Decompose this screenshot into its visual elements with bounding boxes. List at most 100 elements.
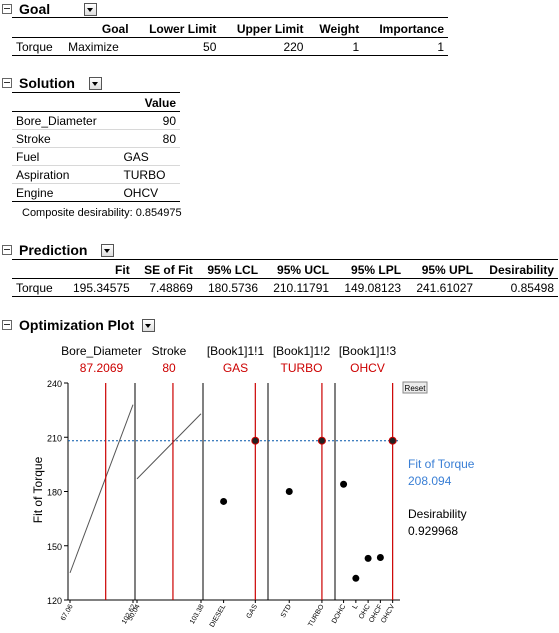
factor-current-value: GAS — [223, 361, 248, 375]
factor-current-value: OHCV — [350, 361, 385, 375]
prediction-cell: 0.85498 — [477, 278, 558, 297]
solution-collapse-toggle[interactable] — [2, 78, 12, 88]
prediction-cell: 7.48869 — [133, 278, 197, 297]
solution-factor: Fuel — [12, 147, 120, 166]
goal-col-header — [12, 20, 65, 38]
optimization-plot[interactable]: Fit of Torque Fit of Torque 208.094 Desi… — [0, 335, 559, 633]
goal-menu-button[interactable] — [84, 2, 98, 16]
prediction-col-header: Fit — [61, 261, 134, 279]
x-tick-label: 103.38 — [189, 603, 206, 625]
x-tick-label: L — [352, 603, 360, 610]
goal-row: Torque Maximize 50 220 1 1 — [12, 37, 448, 56]
category-point — [352, 574, 360, 582]
x-tick-label: GAS — [246, 603, 260, 620]
goal-section-header: Goal — [0, 0, 98, 18]
goal-title: Goal — [19, 1, 51, 17]
solution-factor: Engine — [12, 183, 120, 202]
category-point — [317, 436, 326, 445]
solution-factor: Bore_Diameter — [12, 111, 120, 130]
goal-col-header: Goal — [64, 20, 133, 38]
prediction-rule — [12, 259, 558, 260]
prediction-cell: 149.08123 — [333, 278, 406, 297]
solution-value: 90 — [119, 111, 180, 130]
plot-menu-button[interactable] — [142, 318, 156, 332]
prediction-col-header: 95% UPL — [405, 261, 478, 279]
goal-col-header: Upper Limit — [220, 20, 308, 38]
prediction-cell: Torque — [12, 278, 62, 297]
solution-value: 80 — [119, 129, 180, 148]
prediction-table: Fit SE of Fit 95% LCL 95% UCL 95% LPL 95% UPL… — [12, 261, 558, 297]
prediction-collapse-toggle[interactable] — [2, 245, 12, 255]
solution-factor: Stroke — [12, 129, 120, 148]
solution-menu-button[interactable] — [89, 76, 102, 90]
composite-desirability: Composite desirability: 0.854975 — [22, 207, 182, 219]
desirability-value: 0.929968 — [408, 524, 458, 538]
solution-title: Solution — [19, 75, 75, 91]
category-point — [251, 436, 260, 445]
goal-col-header: Weight — [307, 20, 364, 38]
desirability-label: Desirability — [408, 507, 467, 521]
prediction-row: Torque 195.34575 7.48869 180.5736 210.11791 1… — [12, 278, 558, 297]
prediction-title: Prediction — [19, 242, 88, 258]
goal-cell: 220 — [220, 37, 308, 56]
y-tick-label: 240 — [47, 379, 62, 389]
factor-current-value: 80 — [162, 361, 176, 375]
goal-col-header: Importance — [363, 20, 448, 38]
plot-title: Optimization Plot — [19, 317, 135, 333]
prediction-cell: 180.5736 — [196, 278, 263, 297]
prediction-col-header: 95% UCL — [262, 261, 334, 279]
solution-row: Bore_Diameter 90 — [12, 111, 180, 130]
x-tick-label: 67.06 — [60, 603, 75, 622]
category-point — [388, 436, 397, 445]
goal-col-header: Lower Limit — [132, 20, 221, 38]
solution-section-header: Solution — [0, 74, 102, 92]
goal-cell: 1 — [307, 37, 364, 56]
y-tick-label: 150 — [47, 542, 62, 552]
factor-name: Stroke — [152, 344, 187, 358]
x-tick-label: DOHC — [331, 604, 347, 625]
response-trace — [69, 404, 134, 574]
solution-value: TURBO — [119, 165, 180, 184]
response-trace — [136, 413, 202, 480]
plot-collapse-toggle[interactable] — [2, 320, 12, 330]
prediction-col-header — [12, 261, 62, 279]
goal-table: Goal Lower Limit Upper Limit Weight Importan… — [12, 20, 448, 56]
factor-current-value: 87.2069 — [80, 361, 124, 375]
prediction-cell: 195.34575 — [61, 278, 134, 297]
y-axis-label: Fit of Torque — [31, 456, 45, 523]
solution-factor: Aspiration — [12, 165, 120, 184]
goal-cell: 1 — [363, 37, 448, 56]
solution-row: Fuel GAS — [12, 147, 180, 166]
category-point — [376, 554, 384, 562]
goal-collapse-toggle[interactable] — [2, 4, 12, 14]
factor-name: [Book1]1!2 — [273, 344, 331, 358]
goal-cell: Maximize — [64, 37, 133, 56]
y-tick-label: 120 — [47, 596, 62, 606]
category-point — [285, 488, 293, 495]
factor-name: [Book1]1!3 — [339, 344, 397, 358]
goal-cell: 50 — [132, 37, 221, 56]
goal-cell: Torque — [12, 37, 65, 56]
category-point — [364, 554, 372, 562]
factor-name: [Book1]1!1 — [207, 344, 265, 358]
x-tick-label: STD — [280, 604, 293, 620]
x-tick-label: DIESEL — [209, 603, 228, 628]
factor-current-value: TURBO — [281, 361, 323, 375]
y-tick-label: 180 — [47, 488, 62, 498]
solution-rule — [12, 92, 180, 93]
prediction-menu-button[interactable] — [101, 243, 115, 257]
solution-value-header: Value — [119, 94, 180, 112]
prediction-col-header: 95% LCL — [196, 261, 263, 279]
prediction-col-header: Desirability — [477, 261, 558, 279]
reset-button[interactable]: Reset — [402, 381, 428, 394]
goal-rule — [12, 17, 448, 18]
solution-row: Stroke 80 — [12, 129, 180, 148]
solution-value: OHCV — [119, 183, 180, 202]
solution-value: GAS — [119, 147, 180, 166]
solution-row: Aspiration TURBO — [12, 165, 180, 184]
prediction-section-header: Prediction — [0, 241, 115, 259]
x-tick-label: TURBO — [307, 603, 326, 628]
category-point — [340, 480, 348, 488]
plot-section-header: Optimization Plot — [0, 316, 156, 334]
factor-name: Bore_Diameter — [61, 344, 142, 358]
